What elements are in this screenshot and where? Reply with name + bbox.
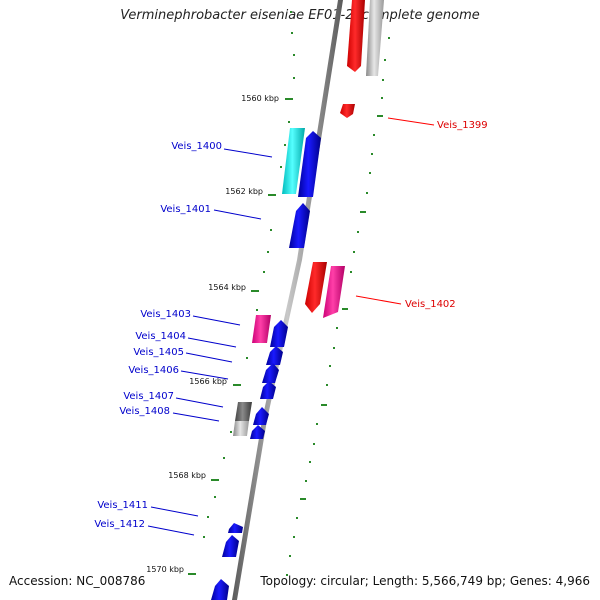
map-title: Verminephrobacter eiseniae EF01-2, compl…	[120, 8, 480, 23]
forward-strand-features	[305, 0, 384, 318]
accession-text: Accession: NC_008786	[9, 574, 146, 588]
label-veis-1405[interactable]: Veis_1405	[133, 347, 184, 358]
tick-label-1562: 1562 kbp	[225, 187, 263, 196]
gene-veis-1405[interactable]	[266, 346, 283, 365]
label-veis-1412[interactable]: Veis_1412	[94, 519, 145, 530]
gene-labels: Veis_1399 Veis_1400 Veis_1401 Veis_1402 …	[94, 120, 487, 530]
gene-veis-1411[interactable]	[228, 523, 243, 533]
gene-block-grey-top[interactable]	[366, 0, 384, 76]
left-guide-track	[203, 11, 295, 538]
tick-label-1568: 1568 kbp	[168, 471, 206, 480]
tick-label-1566: 1566 kbp	[189, 377, 227, 386]
gene-veis-1403[interactable]	[252, 315, 271, 343]
label-veis-1402[interactable]: Veis_1402	[405, 299, 456, 310]
gene-grey-1408[interactable]	[233, 421, 249, 436]
tick-label-1560: 1560 kbp	[241, 94, 279, 103]
gene-bottom-blue[interactable]	[211, 579, 229, 600]
label-veis-1404[interactable]: Veis_1404	[135, 331, 186, 342]
label-veis-1400[interactable]: Veis_1400	[171, 141, 222, 152]
label-veis-1401[interactable]: Veis_1401	[160, 204, 211, 215]
gene-veis-1408[interactable]	[250, 425, 265, 439]
gene-veis-1400-cyan[interactable]	[282, 128, 305, 194]
gene-block-red-top[interactable]	[347, 0, 365, 72]
reverse-strand-features	[211, 128, 321, 600]
gene-veis-1412[interactable]	[222, 535, 239, 557]
scale-ticks: 1560 kbp 1562 kbp 1564 kbp 1566 kbp 1568…	[146, 94, 293, 575]
gene-veis-1399[interactable]	[340, 104, 355, 118]
label-veis-1411[interactable]: Veis_1411	[97, 500, 148, 511]
tick-label-1570: 1570 kbp	[146, 565, 184, 574]
tick-label-1564: 1564 kbp	[208, 283, 246, 292]
gene-veis-1402-red[interactable]	[305, 262, 327, 313]
gene-veis-1402-pink[interactable]	[323, 266, 345, 318]
gene-veis-1406b[interactable]	[260, 381, 276, 399]
callout-lines	[147, 117, 435, 536]
label-veis-1403[interactable]: Veis_1403	[140, 309, 191, 320]
right-guide-track	[286, 37, 390, 576]
gene-veis-1404[interactable]	[270, 320, 288, 347]
gene-veis-1401[interactable]	[289, 203, 310, 248]
gene-veis-1407[interactable]	[253, 407, 269, 425]
gene-grey-1407[interactable]	[235, 402, 252, 421]
gene-veis-1406[interactable]	[262, 363, 279, 383]
label-veis-1407[interactable]: Veis_1407	[123, 391, 174, 402]
gene-veis-1400-blue[interactable]	[298, 131, 321, 197]
label-veis-1406[interactable]: Veis_1406	[128, 365, 179, 376]
label-veis-1408[interactable]: Veis_1408	[119, 406, 170, 417]
genome-summary-text: Topology: circular; Length: 5,566,749 bp…	[260, 574, 590, 588]
label-veis-1399[interactable]: Veis_1399	[437, 120, 488, 131]
